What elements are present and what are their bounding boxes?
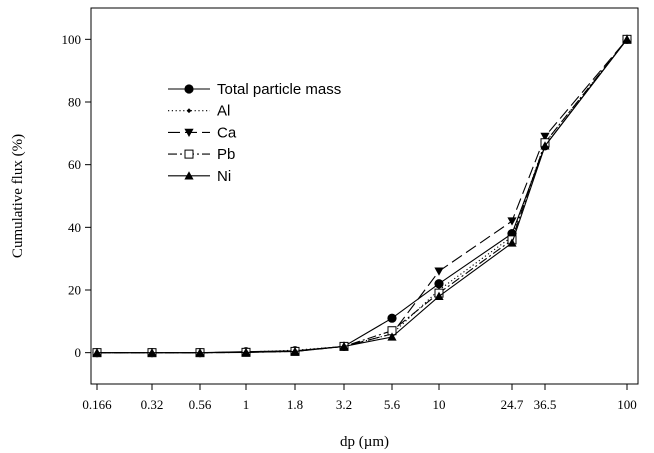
y-axis-title: Cumulative flux (%): [10, 134, 26, 258]
legend-item: Pb: [168, 146, 235, 163]
series-line: [97, 38, 628, 354]
x-tick-label: 0.32: [141, 397, 164, 412]
data-point: [92, 348, 102, 357]
data-point: [241, 347, 251, 357]
x-tick-label: 1.8: [287, 397, 303, 412]
x-tick-label: 24.7: [501, 397, 524, 412]
series-total-particle-mass: [92, 34, 632, 358]
legend-marker: [184, 128, 194, 137]
series-line: [97, 38, 628, 354]
x-tick-label: 0.166: [82, 397, 112, 412]
plot-frame: [90, 7, 639, 385]
series-line: [97, 38, 628, 354]
data-point: [622, 34, 632, 44]
legend: Total particle mass Al Ca Pb Ni: [168, 81, 341, 185]
x-tick-label: 1: [243, 397, 250, 412]
x-tick-label: 3.2: [336, 397, 352, 412]
data-point: [540, 132, 550, 142]
y-tick-label: 60: [68, 157, 81, 172]
data-point: [434, 267, 444, 276]
data-point: [434, 291, 444, 300]
legend-label: Ni: [217, 168, 231, 185]
x-tick-label: 36.5: [534, 397, 557, 412]
legend-item: Ni: [168, 168, 231, 185]
y-tick-label: 40: [68, 220, 81, 235]
legend-label: Al: [217, 103, 230, 120]
legend-label: Ca: [217, 124, 237, 141]
series-al: [94, 36, 630, 356]
data-point: [147, 348, 157, 357]
series-ni: [92, 34, 632, 357]
legend-label: Pb: [217, 146, 235, 163]
x-tick-label: 0.56: [189, 397, 212, 412]
x-tick-label: 100: [617, 397, 637, 412]
data-point: [387, 332, 397, 341]
data-point: [434, 279, 444, 289]
data-point: [290, 346, 300, 356]
legend-item: Total particle mass: [168, 81, 341, 98]
y-tick-label: 100: [62, 32, 82, 47]
x-axis-title: dp (µm): [340, 434, 389, 450]
series-group: [92, 34, 632, 358]
x-tick-label: 5.6: [384, 397, 401, 412]
data-point: [387, 313, 397, 323]
legend-marker: [184, 171, 194, 180]
legend-marker: [184, 84, 194, 94]
y-tick-label: 0: [75, 345, 82, 360]
series-line: [97, 38, 628, 354]
series-pb: [92, 34, 632, 358]
y-tick-label: 20: [68, 283, 81, 298]
axes: 0 20 40 60 80 100 0.166 0.32 0.56 1 1.8 3.2 5.6 10 24.…: [62, 7, 639, 412]
series-line: [97, 38, 628, 354]
legend-label: Total particle mass: [217, 81, 341, 98]
data-point: [540, 141, 550, 150]
legend-marker: [184, 149, 194, 159]
legend-item: Ca: [168, 124, 237, 141]
series-ca: [92, 35, 632, 358]
data-point: [507, 238, 517, 247]
x-tick-label: 10: [433, 397, 446, 412]
data-point: [507, 217, 517, 226]
legend-item: Al: [168, 103, 230, 120]
y-tick-label: 80: [68, 95, 81, 110]
data-point: [195, 348, 205, 357]
data-point: [339, 341, 349, 351]
legend-marker: [186, 108, 192, 114]
